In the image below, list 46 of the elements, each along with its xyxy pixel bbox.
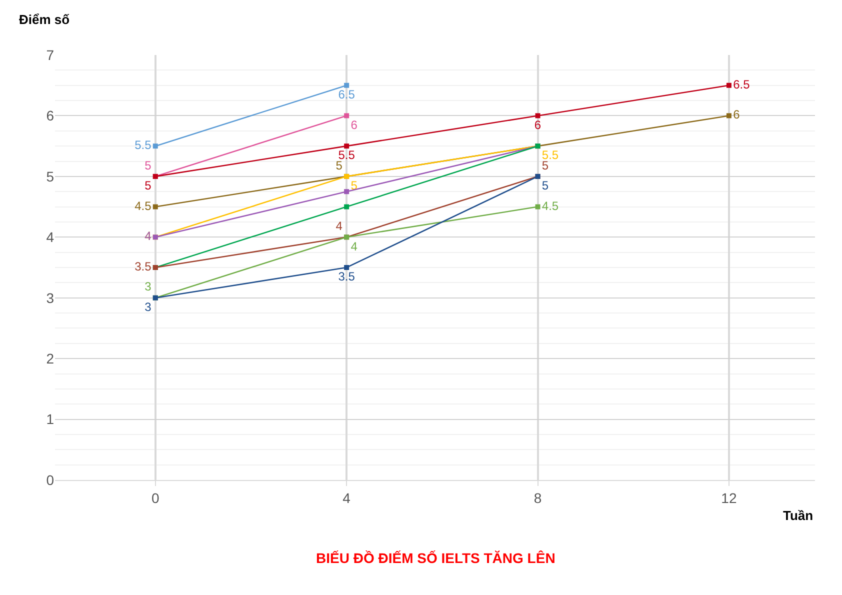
data-label: 5 — [144, 158, 152, 172]
y-axis-title: Điểm số — [19, 12, 70, 27]
data-label: 4 — [336, 219, 343, 234]
data-label: 6.5 — [338, 87, 356, 102]
text: BIẾU ĐỒ ĐIẾM SỐ IELTS TĂNG LÊN — [316, 550, 556, 566]
x-axis-title: Tuần — [783, 508, 814, 523]
data-label: 3 — [144, 300, 152, 314]
point — [535, 113, 540, 118]
y-tick-label: 0 — [46, 472, 54, 488]
point — [726, 82, 732, 88]
point — [344, 265, 350, 270]
x-tick-label: 12 — [721, 490, 737, 506]
x-tick-label: 4 — [342, 490, 351, 506]
data-label: 5.5 — [134, 138, 152, 152]
data-label: 4 — [350, 239, 358, 254]
y-tick-label: 1 — [46, 411, 54, 428]
x-tick-label: 0 — [151, 490, 160, 506]
data-label: 4.5 — [542, 198, 559, 213]
point — [344, 144, 350, 149]
x-tick-label: 8 — [534, 490, 542, 506]
data-label: 3.5 — [338, 270, 356, 284]
point — [152, 204, 158, 210]
y-tick-label: 6 — [46, 108, 54, 124]
point — [344, 204, 350, 210]
y-tick-label: 5 — [46, 168, 54, 184]
data-label: 3.5 — [134, 260, 152, 274]
y-tick-label: 3 — [46, 290, 54, 306]
point — [535, 204, 540, 210]
data-label: 5 — [542, 178, 549, 193]
point — [152, 144, 158, 149]
data-label: 5 — [350, 178, 358, 193]
data-label: 4.5 — [134, 198, 152, 213]
y-tick-label: 2 — [46, 350, 54, 366]
y-tick-label: 7 — [46, 46, 54, 63]
y-tick-label: 4 — [46, 229, 54, 246]
point — [344, 113, 350, 118]
data-label: 6.5 — [733, 77, 750, 92]
point — [726, 113, 732, 118]
data-label: 6 — [733, 108, 740, 122]
point — [344, 189, 350, 194]
data-label: 5 — [144, 178, 152, 193]
data-label: 6 — [350, 118, 358, 132]
data-label: 4 — [144, 229, 152, 244]
data-label: 3 — [144, 280, 152, 294]
data-label: 6 — [534, 118, 542, 132]
point — [344, 82, 350, 88]
